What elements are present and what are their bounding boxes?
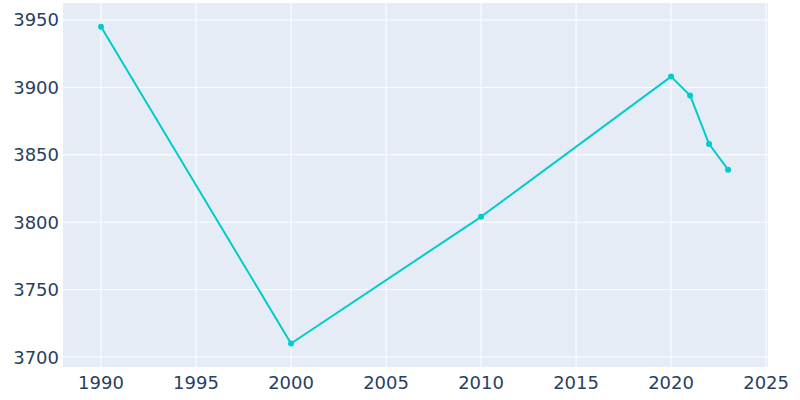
x-tick-label: 1990 [78, 372, 124, 393]
y-grid-line [63, 154, 768, 155]
x-tick-label: 2005 [363, 372, 409, 393]
grid [63, 3, 768, 367]
y-tick-label: 3900 [13, 77, 59, 98]
point [706, 141, 712, 147]
y-tick-label: 3700 [13, 347, 59, 368]
point [478, 214, 484, 220]
x-grid-line [576, 3, 577, 367]
y-grid-line [63, 19, 768, 20]
x-grid-line [101, 3, 102, 367]
chart-svg: 3700 3750 3800 3850 3900 3950 1990 1995 2000 2005… [0, 0, 800, 400]
x-tick-label: 2020 [648, 372, 694, 393]
point [98, 24, 104, 30]
point [668, 74, 674, 80]
y-grid-line [63, 222, 768, 223]
y-tick-label: 3850 [13, 144, 59, 165]
point [725, 167, 731, 173]
y-grid-line [63, 289, 768, 290]
x-grid-line [291, 3, 292, 367]
x-grid-line [386, 3, 387, 367]
x-grid-line [481, 3, 482, 367]
y-tick-label: 3800 [13, 212, 59, 233]
y-tick-label: 3750 [13, 279, 59, 300]
point [687, 92, 693, 98]
x-tick-label: 2025 [743, 372, 789, 393]
x-grid-line [671, 3, 672, 367]
chart-container: 3700 3750 3800 3850 3900 3950 1990 1995 2000 2005… [0, 0, 800, 400]
x-tick-label: 2010 [458, 372, 504, 393]
y-grid-line [63, 87, 768, 88]
series [98, 24, 731, 347]
point [288, 341, 294, 347]
line [101, 27, 728, 344]
x-tick-label: 2015 [553, 372, 599, 393]
plot-area [63, 3, 768, 367]
y-grid-line [63, 357, 768, 358]
y-tick-label: 3950 [13, 9, 59, 30]
x-tick-label: 1995 [173, 372, 219, 393]
x-tick-label: 2000 [268, 372, 314, 393]
x-grid-line [766, 3, 767, 367]
